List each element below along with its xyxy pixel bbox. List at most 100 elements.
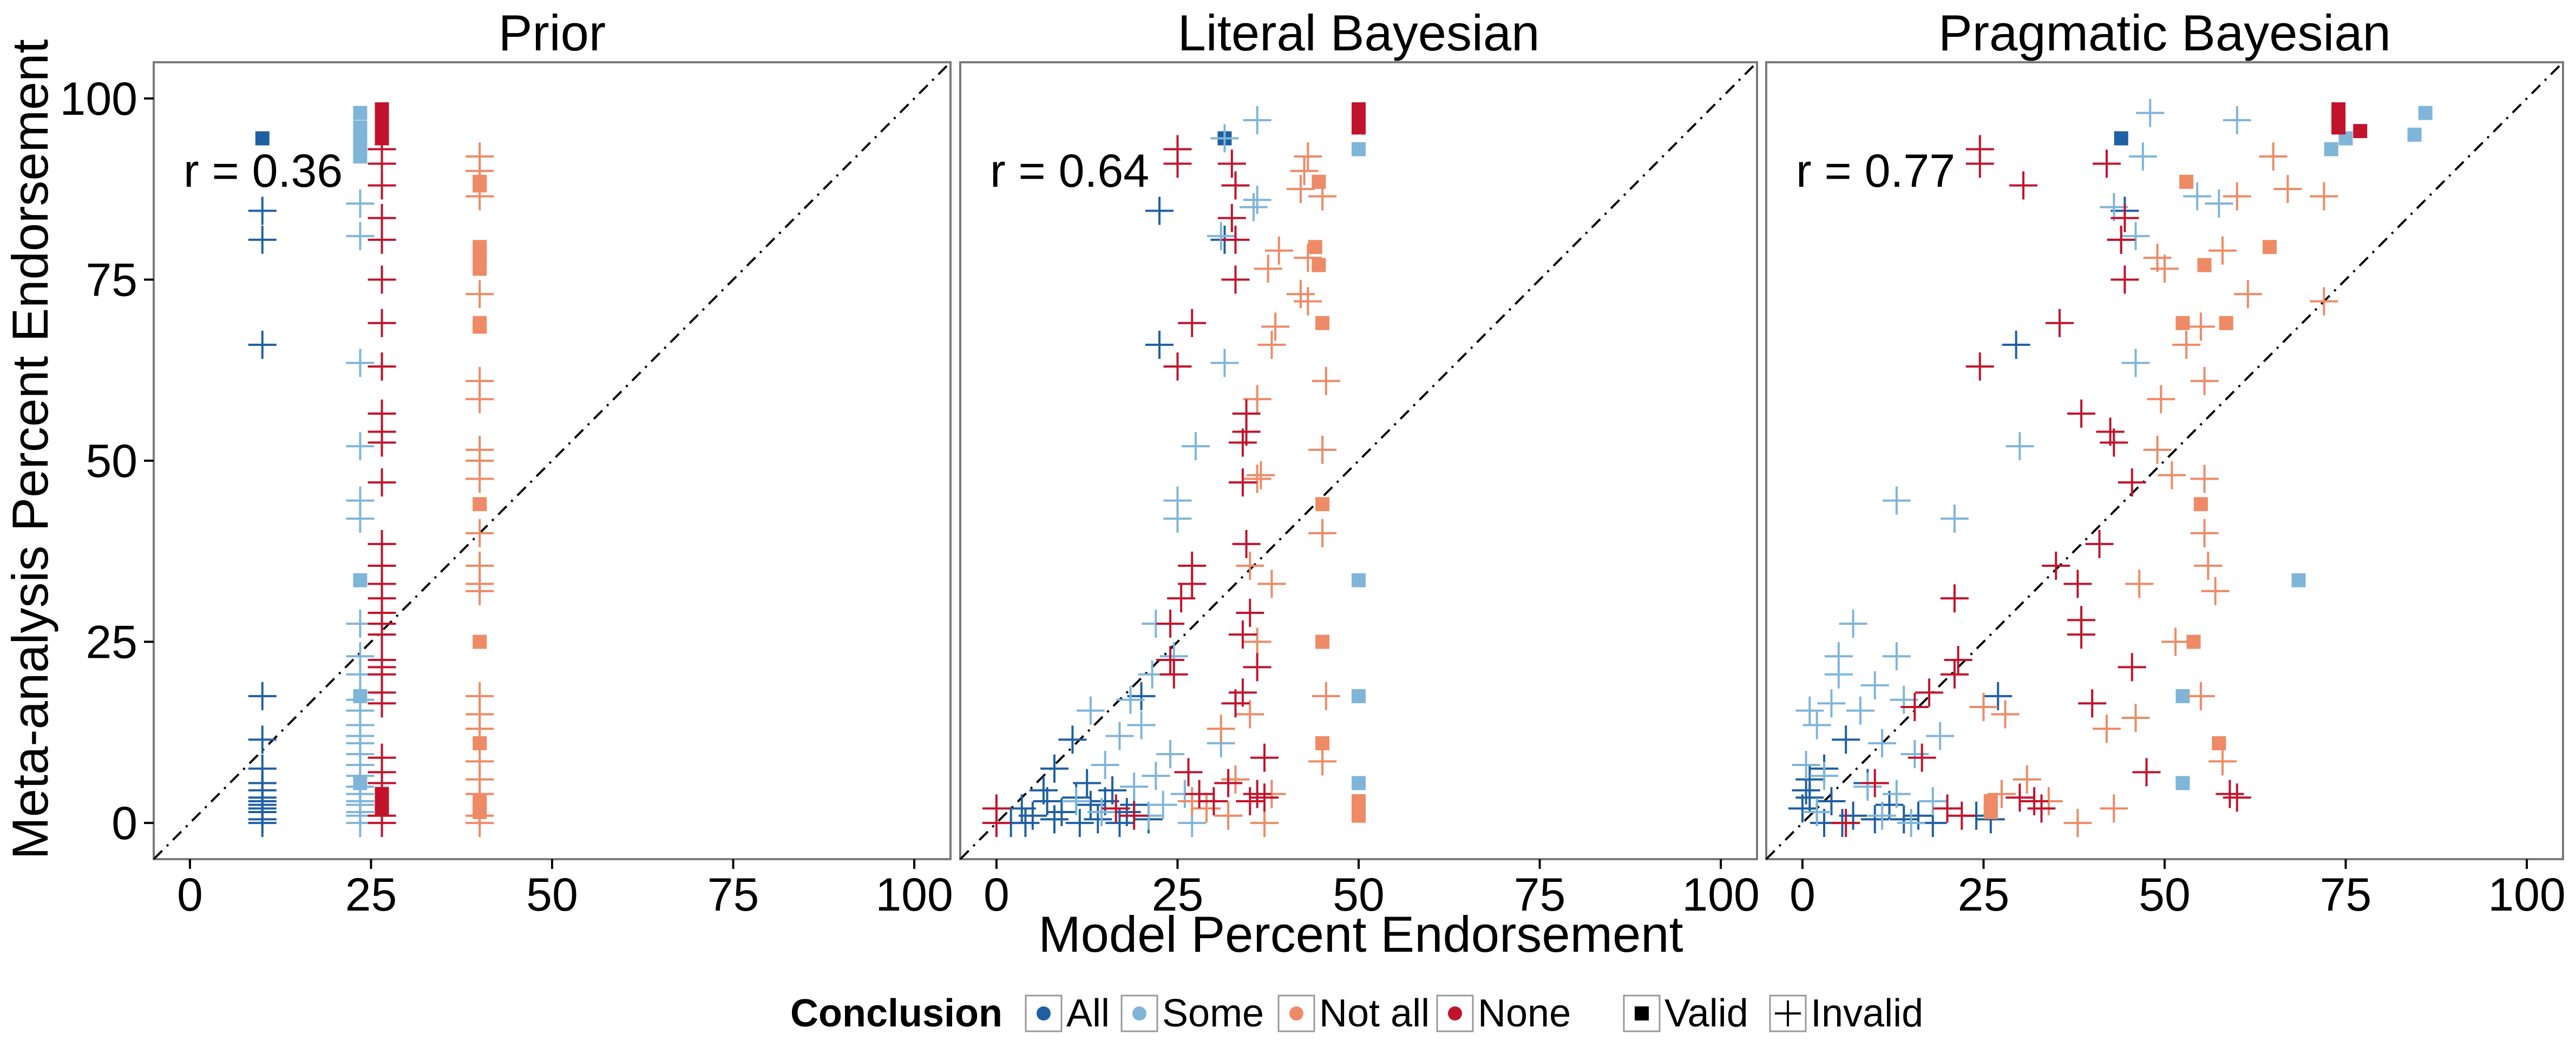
point-valid — [2263, 240, 2277, 254]
point-invalid — [466, 182, 494, 211]
point-invalid — [1221, 225, 1250, 254]
x-tick-label: 25 — [345, 869, 397, 921]
legend-label-some: Some — [1162, 992, 1264, 1035]
point-invalid — [1915, 678, 1944, 707]
point-invalid — [1860, 769, 1889, 797]
point-invalid — [1174, 758, 1203, 787]
series-not-all — [466, 142, 494, 837]
point-invalid — [1900, 692, 1929, 721]
point-invalid — [1145, 330, 1174, 359]
point-invalid — [2063, 570, 2092, 598]
point-invalid — [1142, 762, 1170, 790]
point-valid — [473, 261, 487, 276]
legend: Conclusion All Some Not all None Valid I… — [790, 992, 1923, 1035]
point-invalid — [1839, 610, 1867, 638]
point-invalid — [1018, 801, 1047, 830]
point-invalid — [1984, 682, 2013, 710]
point-invalid — [1062, 787, 1091, 815]
point-invalid — [2045, 309, 2074, 337]
x-axis-label: Model Percent Endorsement — [1038, 906, 1683, 963]
point-invalid — [1824, 660, 1853, 689]
point-invalid — [1105, 722, 1134, 750]
x-tick-label: 0 — [1790, 869, 1815, 921]
point-invalid — [1228, 468, 1257, 497]
point-invalid — [1264, 236, 1293, 265]
point-invalid — [368, 468, 396, 497]
legend-dot-all — [1037, 1006, 1051, 1020]
point-invalid — [1940, 505, 1969, 533]
y-tick-label: 50 — [86, 435, 137, 487]
point-invalid — [1875, 790, 1904, 819]
legend-label-not-all: Not all — [1319, 992, 1430, 1035]
point-invalid — [1236, 700, 1264, 729]
point-invalid — [2143, 435, 2172, 464]
point-invalid — [1185, 780, 1214, 808]
legend-item-not-all: Not all — [1277, 992, 1430, 1035]
point-invalid — [1792, 776, 1820, 804]
point-invalid — [1243, 186, 1271, 214]
point-invalid — [1965, 149, 1994, 178]
point-invalid — [1243, 106, 1271, 135]
point-invalid — [1308, 435, 1337, 464]
point-invalid — [1926, 722, 1955, 750]
point-invalid — [1207, 222, 1235, 251]
point-invalid — [1290, 156, 1319, 185]
x-tick-label: 100 — [875, 869, 953, 921]
point-invalid — [1181, 432, 1210, 461]
legend-dot-none — [1448, 1006, 1462, 1020]
point-invalid — [1261, 312, 1290, 341]
point-invalid — [1940, 660, 1969, 689]
point-invalid — [2136, 99, 2165, 127]
point-valid — [1352, 120, 1366, 135]
legend-dot-not-all — [1289, 1006, 1303, 1020]
y-tick-label: 0 — [112, 797, 137, 849]
point-invalid — [1257, 330, 1286, 359]
x-tick-label: 0 — [984, 869, 1010, 921]
point-invalid — [2002, 330, 2030, 359]
point-invalid — [1817, 689, 1846, 718]
point-invalid — [1294, 142, 1322, 171]
legend-title-conclusion: Conclusion — [790, 992, 1002, 1035]
point-invalid — [1243, 464, 1271, 493]
point-invalid — [368, 225, 396, 254]
y-tick-label: 100 — [60, 73, 138, 125]
point-invalid — [1987, 780, 2016, 808]
point-invalid — [2161, 627, 2190, 656]
legend-item-valid: Valid — [1623, 992, 1748, 1035]
point-invalid — [466, 464, 494, 493]
point-invalid — [1091, 787, 1119, 815]
point-invalid — [346, 189, 375, 218]
point-invalid — [2067, 620, 2096, 649]
point-invalid — [1178, 309, 1207, 337]
point-invalid — [1243, 780, 1271, 808]
point-invalid — [2110, 265, 2139, 294]
point-invalid — [1221, 765, 1250, 794]
point-invalid — [1904, 801, 1933, 830]
point-invalid — [2201, 577, 2230, 605]
point-invalid — [1156, 610, 1185, 638]
point-invalid — [1058, 725, 1087, 754]
point-invalid — [1228, 620, 1257, 649]
point-invalid — [2118, 653, 2146, 682]
point-valid — [473, 634, 487, 649]
point-invalid — [1239, 193, 1268, 221]
point-invalid — [1890, 685, 1918, 714]
legend-item-all: All — [1025, 992, 1110, 1035]
point-invalid — [1294, 287, 1322, 316]
point-invalid — [1243, 627, 1271, 656]
x-tick-label: 25 — [1958, 869, 2010, 921]
point-valid — [2291, 573, 2306, 587]
point-invalid — [2085, 529, 2114, 558]
point-invalid — [2063, 809, 2092, 837]
point-invalid — [1944, 646, 1972, 674]
point-invalid — [1120, 773, 1149, 801]
point-invalid — [368, 428, 396, 457]
point-invalid — [1207, 715, 1235, 743]
panel-title: Pragmatic Bayesian — [1938, 4, 2391, 61]
point-valid — [1352, 142, 1366, 156]
point-valid — [2331, 120, 2346, 135]
panel-title: Prior — [499, 4, 606, 61]
point-invalid — [2233, 280, 2262, 309]
point-invalid — [1105, 809, 1134, 837]
point-invalid — [1810, 762, 1839, 790]
